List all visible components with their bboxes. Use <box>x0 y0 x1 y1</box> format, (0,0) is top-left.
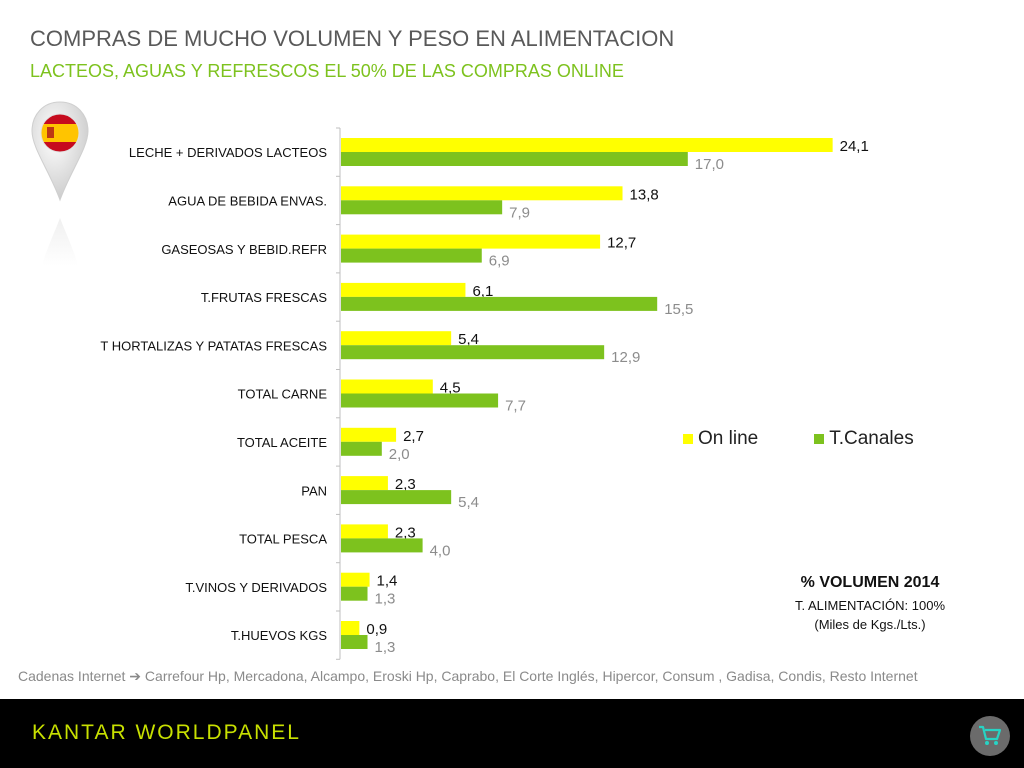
category-label: T.FRUTAS FRESCAS <box>201 290 327 305</box>
data-label-tcanales: 12,9 <box>611 349 640 366</box>
data-label-tcanales: 5,4 <box>458 494 479 511</box>
legend-swatch-tcanales <box>814 434 825 444</box>
bar-online <box>341 331 452 346</box>
category-label: T HORTALIZAS Y PATATAS FRESCAS <box>100 338 327 353</box>
category-label: T.HUEVOS KGS <box>231 628 327 643</box>
footer-bar: KANTAR WORLDPANEL <box>0 699 1024 768</box>
category-label: AGUA DE BEBIDA ENVAS. <box>168 193 327 208</box>
category-label: T.VINOS Y DERIVADOS <box>185 580 327 595</box>
brand-logo: KANTAR WORLDPANEL <box>32 721 301 745</box>
brand-text-worldpanel: WORLDPANEL <box>135 721 301 744</box>
page-title: COMPRAS DE MUCHO VOLUMEN Y PESO EN ALIME… <box>30 26 675 51</box>
legend-label-online: On line <box>698 428 759 449</box>
data-label-online: 0,9 <box>366 621 387 638</box>
data-label-tcanales: 17,0 <box>695 156 724 173</box>
brand-text-kantar: KANTAR <box>32 721 136 744</box>
bar-tcanales <box>341 393 499 408</box>
bar-tcanales <box>341 490 452 505</box>
data-label-online: 24,1 <box>840 138 869 155</box>
bar-online <box>341 138 833 152</box>
bar-tcanales <box>341 152 688 166</box>
footnote: Cadenas Internet ➔ Carrefour Hp, Mercado… <box>18 668 918 684</box>
note-title: % VOLUMEN 2014 <box>800 574 940 591</box>
legend-item-tcanales: T.Canales <box>814 428 914 450</box>
data-label-online: 13,8 <box>630 186 659 203</box>
category-label: TOTAL ACEITE <box>237 435 327 450</box>
data-label-tcanales: 7,9 <box>509 204 530 221</box>
bar-tcanales <box>341 538 423 553</box>
category-label: PAN <box>301 483 327 498</box>
data-label-online: 2,3 <box>395 476 416 493</box>
data-label-online: 6,1 <box>472 283 493 300</box>
data-label-tcanales: 15,5 <box>664 301 693 318</box>
bar-online <box>341 234 601 249</box>
data-label-online: 4,5 <box>440 380 461 397</box>
data-label-tcanales: 2,0 <box>389 446 410 463</box>
shopping-cart-icon <box>979 725 1002 745</box>
legend-label-tcanales: T.Canales <box>829 428 914 449</box>
category-label: TOTAL PESCA <box>239 532 327 547</box>
data-label-online: 12,7 <box>607 235 636 252</box>
legend-swatch-online <box>683 434 693 444</box>
page-subtitle: LACTEOS, AGUAS Y REFRESCOS EL 50% DE LAS… <box>30 61 624 81</box>
bar-online <box>341 186 623 201</box>
note-line1: T. ALIMENTACIÓN: 100% <box>794 598 946 613</box>
bar-online <box>341 476 388 491</box>
bar-tcanales <box>341 441 382 456</box>
bar-online <box>341 379 433 394</box>
data-label-online: 5,4 <box>458 331 479 348</box>
data-label-tcanales: 6,9 <box>489 253 510 270</box>
bar-tcanales <box>341 345 605 360</box>
data-label-tcanales: 1,3 <box>375 639 396 656</box>
data-label-online: 2,3 <box>395 524 416 541</box>
chart-legend: On line T.Canales <box>683 428 970 450</box>
bar-tcanales <box>341 586 368 601</box>
category-label: LECHE + DERIVADOS LACTEOS <box>129 145 327 160</box>
data-label-tcanales: 4,0 <box>430 542 451 559</box>
bar-tcanales <box>341 296 658 311</box>
bar-tcanales <box>341 200 503 215</box>
bar-online <box>341 524 388 539</box>
bar-chart: LECHE + DERIVADOS LACTEOS 24,1 17,0 AGUA DE… <box>100 127 869 660</box>
bar-online <box>341 572 370 587</box>
volume-note: % VOLUMEN 2014 T. ALIMENTACIÓN: 100% (Mi… <box>770 574 970 634</box>
bar-online <box>341 427 397 442</box>
bar-online <box>341 282 466 297</box>
note-line2: (Miles de Kgs./Lts.) <box>814 617 926 632</box>
data-label-online: 2,7 <box>403 428 424 445</box>
category-label: TOTAL CARNE <box>238 387 328 402</box>
legend-item-online: On line <box>683 428 758 450</box>
bar-tcanales <box>341 635 368 649</box>
bar-online <box>341 621 360 635</box>
spain-flag-pin-icon <box>31 101 89 266</box>
shopping-cart-button[interactable] <box>970 716 1010 756</box>
bar-tcanales <box>341 248 482 263</box>
data-label-online: 1,4 <box>377 573 398 590</box>
data-label-tcanales: 7,7 <box>505 398 526 415</box>
category-label: GASEOSAS Y BEBID.REFR <box>161 242 327 257</box>
data-label-tcanales: 1,3 <box>375 591 396 608</box>
